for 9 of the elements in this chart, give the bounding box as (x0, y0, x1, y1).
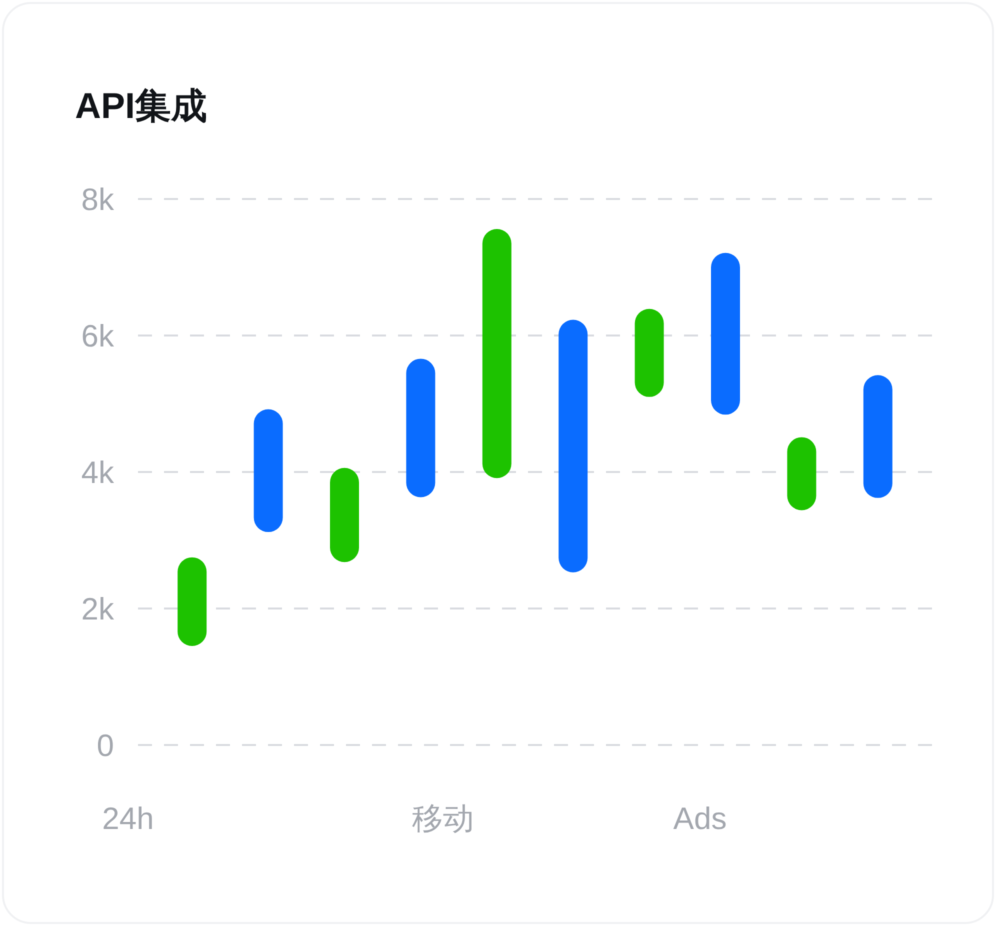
y-tick-label: 6k (81, 318, 114, 354)
y-tick-label: 0 (96, 728, 114, 763)
text: 移动 (412, 801, 474, 836)
chart-title: API集成 (75, 85, 208, 126)
y-tick-label: 8k (81, 182, 114, 217)
y-tick-label: 4k (81, 455, 114, 490)
text: Ads (673, 801, 727, 836)
y-tick-label: 2k (81, 592, 114, 626)
text: 24h (102, 801, 154, 836)
